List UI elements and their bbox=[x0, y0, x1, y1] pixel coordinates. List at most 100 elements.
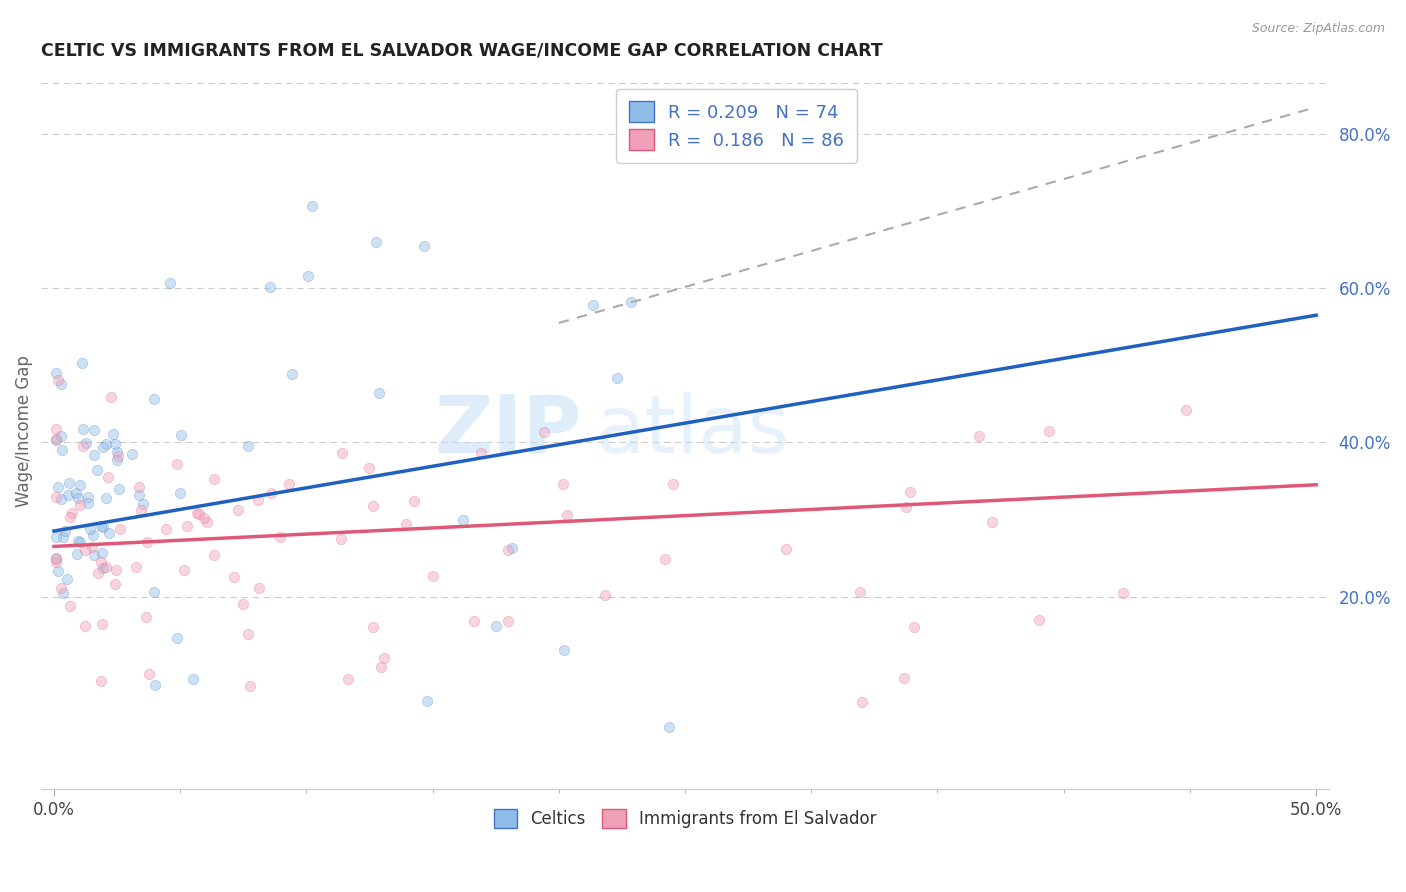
Point bbox=[145, 677, 167, 691]
Point bbox=[259, 279, 281, 293]
Point bbox=[100, 390, 122, 404]
Point bbox=[103, 576, 125, 591]
Point bbox=[1175, 403, 1198, 417]
Point bbox=[236, 439, 259, 453]
Point bbox=[135, 610, 157, 624]
Point bbox=[373, 650, 395, 665]
Point bbox=[551, 477, 574, 491]
Point bbox=[69, 535, 91, 549]
Point bbox=[83, 549, 105, 563]
Point bbox=[96, 436, 118, 450]
Point bbox=[98, 525, 121, 540]
Point bbox=[169, 427, 191, 442]
Point bbox=[142, 392, 165, 406]
Point bbox=[72, 438, 94, 452]
Point bbox=[52, 530, 75, 544]
Point bbox=[1112, 586, 1135, 600]
Y-axis label: Wage/Income Gap: Wage/Income Gap bbox=[15, 355, 32, 507]
Point bbox=[202, 472, 225, 486]
Point bbox=[46, 480, 69, 494]
Point bbox=[91, 520, 114, 534]
Point bbox=[52, 586, 75, 600]
Point bbox=[46, 373, 69, 387]
Point bbox=[45, 550, 67, 565]
Point bbox=[395, 516, 418, 531]
Point bbox=[187, 507, 209, 521]
Point bbox=[470, 446, 492, 460]
Point bbox=[65, 486, 87, 500]
Point bbox=[582, 298, 605, 312]
Point bbox=[533, 425, 555, 439]
Point bbox=[66, 534, 89, 549]
Point bbox=[357, 461, 380, 475]
Point bbox=[128, 480, 150, 494]
Point bbox=[903, 620, 925, 634]
Point bbox=[775, 541, 797, 556]
Point bbox=[45, 555, 67, 569]
Point bbox=[59, 510, 82, 524]
Point bbox=[70, 355, 93, 369]
Point bbox=[236, 627, 259, 641]
Point bbox=[90, 519, 112, 533]
Point bbox=[166, 632, 188, 646]
Point bbox=[45, 530, 67, 544]
Point bbox=[51, 442, 73, 457]
Point bbox=[1028, 613, 1050, 627]
Point bbox=[104, 563, 127, 577]
Point bbox=[77, 490, 100, 504]
Point bbox=[368, 386, 391, 401]
Point bbox=[239, 679, 262, 693]
Point bbox=[104, 437, 127, 451]
Point bbox=[62, 506, 84, 520]
Point bbox=[301, 199, 323, 213]
Point bbox=[169, 486, 191, 500]
Point bbox=[606, 371, 628, 385]
Point bbox=[260, 486, 283, 500]
Point bbox=[93, 560, 115, 574]
Point bbox=[654, 552, 676, 566]
Point bbox=[90, 556, 112, 570]
Point bbox=[90, 616, 112, 631]
Point bbox=[186, 506, 208, 520]
Point bbox=[59, 599, 82, 613]
Point bbox=[463, 614, 485, 628]
Point bbox=[69, 498, 91, 512]
Point bbox=[73, 542, 96, 557]
Point bbox=[53, 524, 76, 538]
Point bbox=[269, 530, 291, 544]
Point bbox=[553, 643, 575, 657]
Point bbox=[159, 277, 181, 291]
Point bbox=[498, 614, 520, 628]
Point bbox=[893, 671, 915, 685]
Point bbox=[412, 238, 434, 252]
Point bbox=[658, 720, 681, 734]
Point bbox=[193, 511, 215, 525]
Point bbox=[45, 432, 67, 446]
Point bbox=[94, 559, 117, 574]
Point bbox=[58, 475, 80, 490]
Point bbox=[226, 503, 249, 517]
Point bbox=[105, 444, 128, 458]
Point bbox=[87, 566, 110, 580]
Point bbox=[232, 597, 254, 611]
Point bbox=[69, 477, 91, 491]
Point bbox=[363, 620, 385, 634]
Point bbox=[136, 535, 159, 549]
Point bbox=[900, 485, 922, 500]
Point bbox=[82, 527, 104, 541]
Point bbox=[329, 532, 352, 546]
Point bbox=[330, 445, 353, 459]
Point bbox=[849, 585, 872, 599]
Point bbox=[77, 496, 100, 510]
Point bbox=[370, 660, 392, 674]
Point bbox=[155, 523, 177, 537]
Point bbox=[453, 513, 475, 527]
Point bbox=[247, 581, 270, 595]
Point bbox=[45, 490, 67, 504]
Point bbox=[364, 235, 387, 249]
Point bbox=[45, 551, 67, 566]
Text: ZIP: ZIP bbox=[434, 392, 582, 470]
Point bbox=[83, 423, 105, 437]
Point bbox=[851, 695, 873, 709]
Point bbox=[593, 588, 616, 602]
